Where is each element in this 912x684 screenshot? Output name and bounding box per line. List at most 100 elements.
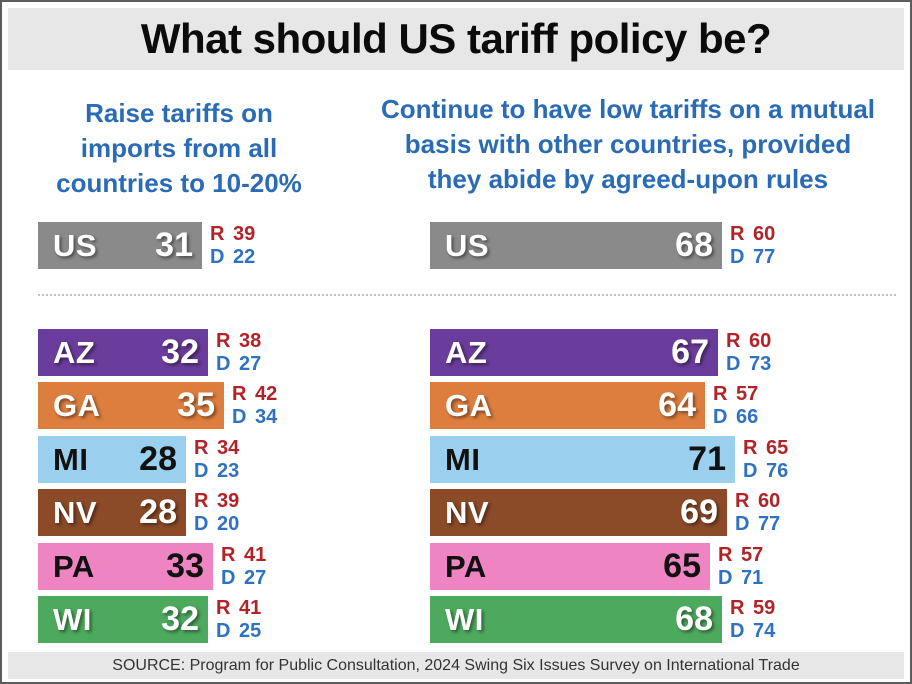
democrat-number: 22 (233, 245, 256, 268)
bar-row-raise-tariffs-us: US 31 R 39 D 22 (38, 222, 255, 269)
democrat-prefix: D (216, 619, 231, 642)
republican-prefix: R (232, 382, 247, 405)
democrat-number: 25 (239, 619, 262, 642)
democrat-prefix: D (194, 512, 209, 535)
bar-low-tariffs-az: AZ 67 (430, 329, 718, 376)
bar-row-low-tariffs-az: AZ 67 R 60 D 73 (430, 329, 771, 376)
bar-low-tariffs-nv: NV 69 (430, 489, 727, 536)
party-breakdown: R 60 D 73 (726, 330, 771, 376)
republican-number: 57 (736, 382, 759, 405)
democrat-value: D 76 (743, 460, 788, 483)
republican-number: 65 (766, 436, 789, 459)
republican-value: R 57 (718, 544, 763, 567)
democrat-value: D 34 (232, 406, 277, 429)
republican-value: R 60 (726, 330, 771, 353)
republican-prefix: R (726, 329, 741, 352)
bar-low-tariffs-wi: WI 68 (430, 596, 722, 643)
bar-low-tariffs-pa: PA 65 (430, 543, 710, 590)
republican-prefix: R (735, 489, 750, 512)
bar-row-raise-tariffs-az: AZ 32 R 38 D 27 (38, 329, 261, 376)
democrat-number: 27 (244, 566, 267, 589)
bar-label: MI (53, 441, 89, 477)
democrat-number: 77 (753, 245, 776, 268)
democrat-value: D 74 (730, 620, 775, 643)
republican-number: 60 (753, 222, 776, 245)
bar-raise-tariffs-ga: GA 35 (38, 382, 224, 429)
title-bar: What should US tariff policy be? (8, 8, 904, 70)
bar-label: WI (445, 601, 484, 637)
party-breakdown: R 57 D 71 (718, 544, 763, 590)
bar-value: 68 (675, 600, 713, 638)
bar-value: 28 (139, 440, 177, 478)
bar-label: GA (445, 387, 493, 423)
democrat-value: D 77 (730, 246, 775, 269)
democrat-prefix: D (726, 352, 741, 375)
bar-value: 32 (161, 600, 199, 638)
bar-value: 64 (658, 386, 696, 424)
republican-value: R 41 (216, 597, 261, 620)
democrat-prefix: D (730, 619, 745, 642)
republican-value: R 59 (730, 597, 775, 620)
bar-low-tariffs-mi: MI 71 (430, 436, 735, 483)
republican-value: R 42 (232, 383, 277, 406)
republican-prefix: R (730, 596, 745, 619)
democrat-prefix: D (194, 459, 209, 482)
bar-raise-tariffs-pa: PA 33 (38, 543, 213, 590)
democrat-value: D 20 (194, 513, 239, 536)
republican-value: R 60 (735, 490, 780, 513)
bar-row-low-tariffs-nv: NV 69 R 60 D 77 (430, 489, 780, 536)
republican-value: R 41 (221, 544, 266, 567)
republican-number: 39 (217, 489, 240, 512)
democrat-value: D 25 (216, 620, 261, 643)
bar-raise-tariffs-nv: NV 28 (38, 489, 186, 536)
democrat-number: 71 (741, 566, 764, 589)
bar-label: WI (53, 601, 92, 637)
bar-row-low-tariffs-pa: PA 65 R 57 D 71 (430, 543, 763, 590)
bar-value: 32 (161, 333, 199, 371)
democrat-value: D 73 (726, 353, 771, 376)
question-header-raise-tariffs: Raise tariffs on imports from all countr… (56, 98, 302, 198)
republican-value: R 38 (216, 330, 261, 353)
party-breakdown: R 41 D 25 (216, 597, 261, 643)
party-breakdown: R 60 D 77 (730, 223, 775, 269)
republican-prefix: R (216, 329, 231, 352)
republican-value: R 57 (713, 383, 758, 406)
republican-number: 60 (749, 329, 772, 352)
democrat-prefix: D (221, 566, 236, 589)
bar-label: AZ (53, 334, 96, 370)
democrat-prefix: D (730, 245, 745, 268)
party-breakdown: R 65 D 76 (743, 437, 788, 483)
republican-prefix: R (194, 489, 209, 512)
republican-number: 42 (255, 382, 278, 405)
bar-row-raise-tariffs-ga: GA 35 R 42 D 34 (38, 382, 277, 429)
republican-prefix: R (730, 222, 745, 245)
party-breakdown: R 59 D 74 (730, 597, 775, 643)
bar-label: US (445, 227, 490, 263)
democrat-number: 34 (255, 405, 278, 428)
bar-value: 68 (675, 226, 713, 264)
republican-prefix: R (743, 436, 758, 459)
republican-value: R 60 (730, 223, 775, 246)
democrat-prefix: D (232, 405, 247, 428)
bar-label: NV (53, 494, 98, 530)
republican-prefix: R (216, 596, 231, 619)
party-breakdown: R 57 D 66 (713, 383, 758, 429)
republican-number: 60 (758, 489, 781, 512)
bar-label: US (53, 227, 98, 263)
bar-row-raise-tariffs-pa: PA 33 R 41 D 27 (38, 543, 266, 590)
democrat-value: D 22 (210, 246, 255, 269)
democrat-prefix: D (743, 459, 758, 482)
democrat-prefix: D (210, 245, 225, 268)
republican-value: R 34 (194, 437, 239, 460)
democrat-value: D 23 (194, 460, 239, 483)
democrat-prefix: D (735, 512, 750, 535)
bar-value: 31 (155, 226, 193, 264)
party-breakdown: R 39 D 20 (194, 490, 239, 536)
democrat-value: D 77 (735, 513, 780, 536)
democrat-number: 77 (758, 512, 781, 535)
democrat-value: D 27 (216, 353, 261, 376)
separator-line (38, 294, 896, 296)
bar-value: 33 (166, 547, 204, 585)
republican-number: 38 (239, 329, 262, 352)
bar-value: 35 (177, 386, 215, 424)
